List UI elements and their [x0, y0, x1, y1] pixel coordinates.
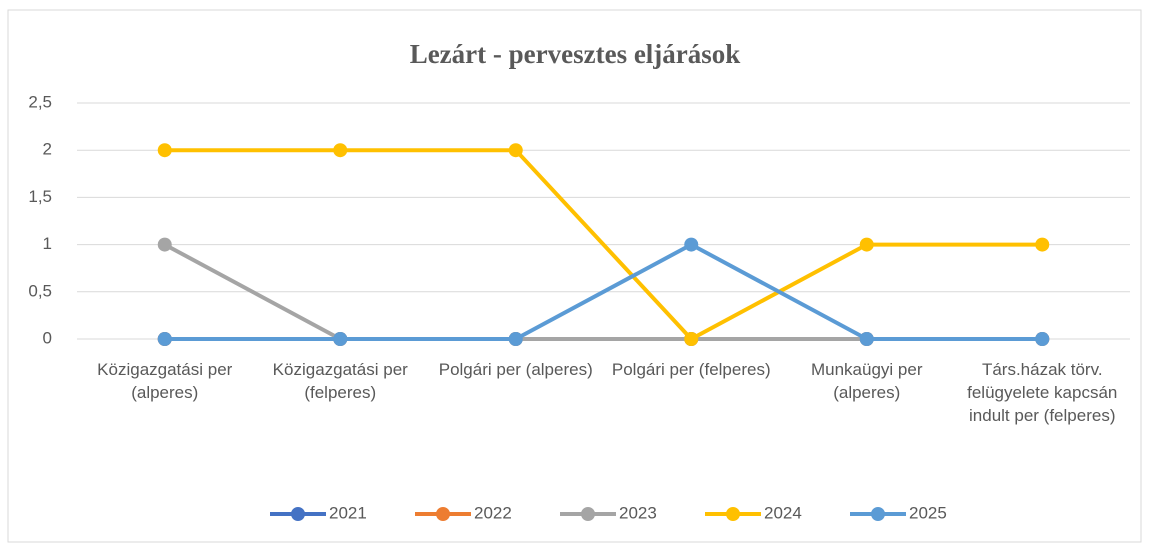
data-point	[1035, 237, 1050, 252]
series-line	[164, 148, 1043, 341]
data-point	[157, 237, 172, 252]
data-point	[684, 237, 699, 252]
data-point	[859, 237, 874, 252]
y-tick-label: 0,5	[28, 281, 52, 300]
x-tick-label: Munkaügyi per (alperes)	[810, 360, 923, 402]
data-point	[508, 332, 523, 346]
x-tick-label: Társ.házak törv. felügyelete kapcsán ind…	[967, 360, 1118, 425]
data-point	[508, 143, 523, 158]
legend-label: 2021	[329, 503, 367, 522]
chart-title: Lezárt - pervesztes eljárások	[410, 39, 741, 69]
legend-label: 2023	[619, 503, 657, 522]
legend-label: 2025	[909, 503, 947, 522]
data-point	[859, 332, 874, 346]
chart-border	[7, 9, 1142, 543]
legend-marker	[291, 507, 305, 521]
legend-label: 2024	[764, 503, 802, 522]
legend-marker	[726, 507, 740, 521]
legend-marker	[581, 507, 595, 521]
x-tick-label: Polgári per (felperes)	[611, 360, 771, 379]
y-tick-label: 1	[43, 234, 52, 253]
x-tick-label: Közigazgatási per (felperes)	[272, 360, 408, 402]
y-tick-label: 2	[43, 140, 52, 159]
data-point	[333, 332, 348, 346]
data-point	[157, 332, 172, 346]
y-tick-label: 1,5	[28, 187, 52, 206]
y-tick-label: 2,5	[28, 92, 52, 111]
data-point	[684, 332, 699, 346]
x-tick-label: Közigazgatási per (alperes)	[97, 360, 233, 402]
data-point	[157, 143, 172, 158]
x-tick-label: Polgári per (alperes)	[438, 360, 593, 379]
legend-label: 2022	[474, 503, 512, 522]
legend-marker	[871, 507, 885, 521]
series-line	[164, 242, 1043, 341]
y-tick-label: 0	[43, 328, 52, 347]
data-point	[333, 143, 348, 158]
data-point	[1035, 332, 1050, 346]
legend-marker	[436, 507, 450, 521]
